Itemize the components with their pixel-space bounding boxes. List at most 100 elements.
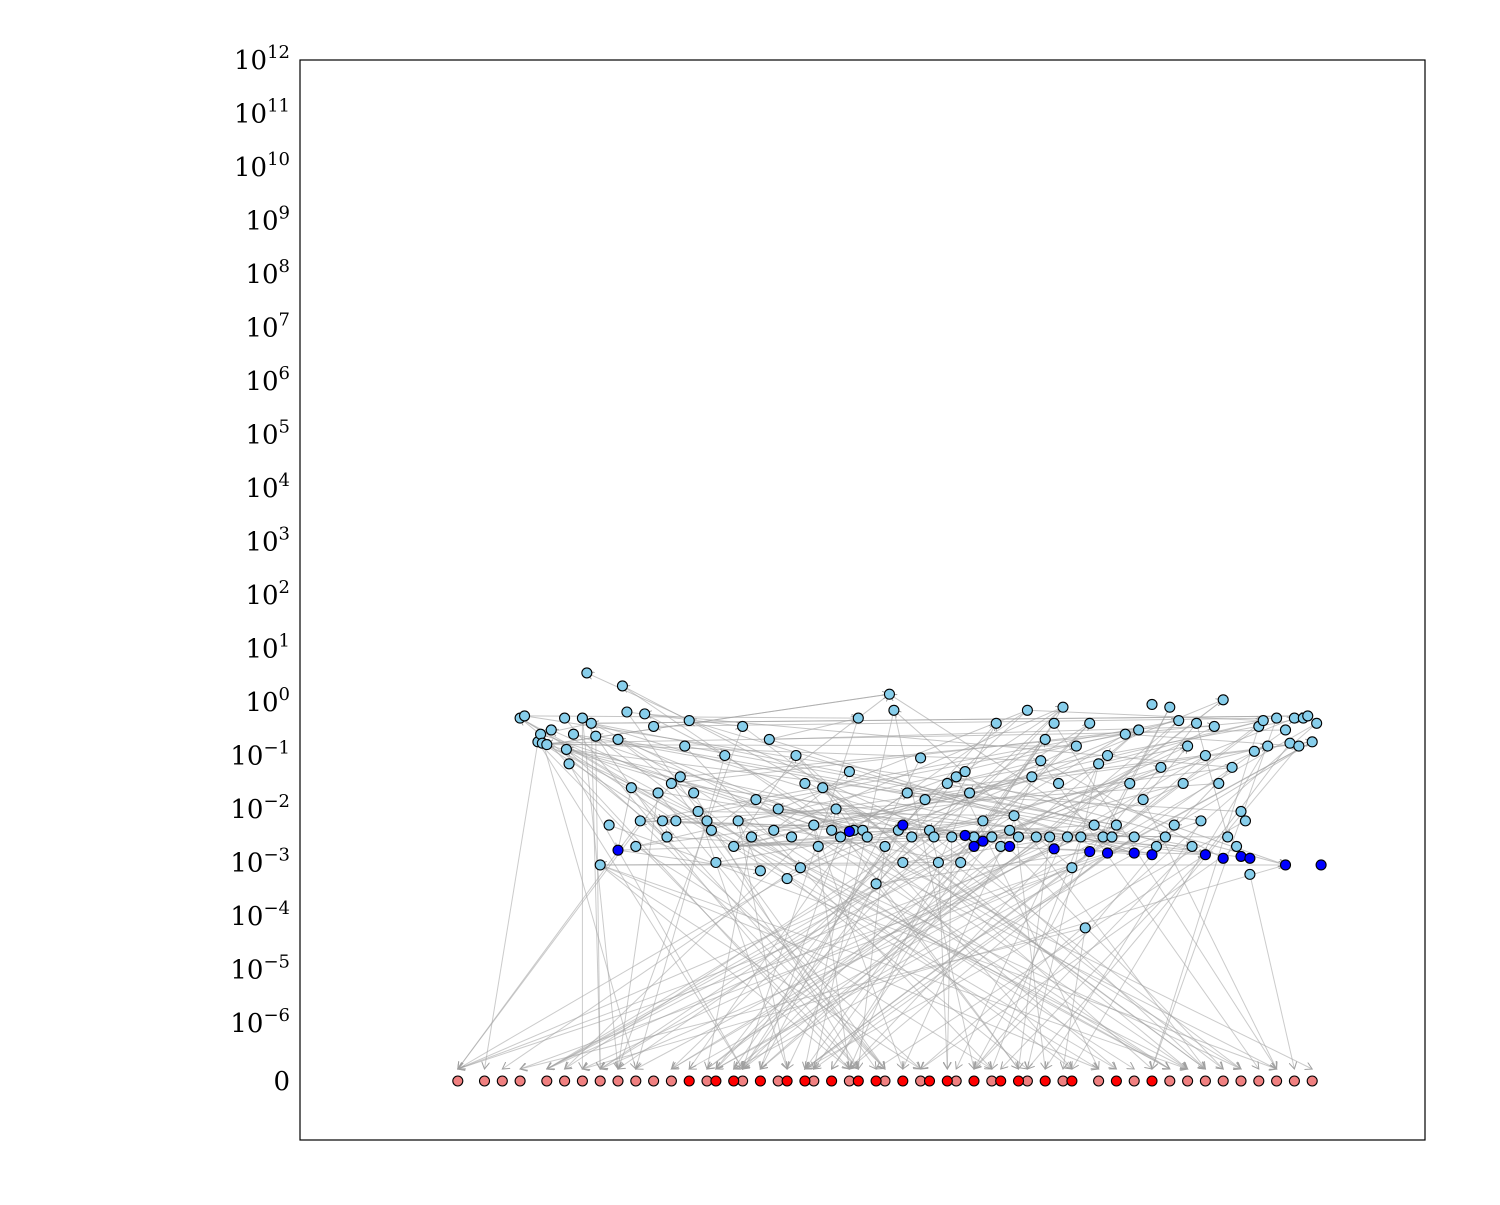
transition-arrow xyxy=(684,745,1117,825)
transition-arrow xyxy=(786,700,1223,880)
plot-frame xyxy=(299,59,1426,1141)
data-point xyxy=(1244,852,1256,864)
data-point xyxy=(1128,847,1140,859)
data-point xyxy=(563,758,575,770)
data-point xyxy=(843,825,855,838)
data-point xyxy=(1164,1075,1176,1087)
data-point xyxy=(661,831,673,843)
data-point xyxy=(1128,1075,1140,1087)
transition-arrow xyxy=(898,829,1187,1069)
data-point xyxy=(1048,843,1060,855)
transition-arrow xyxy=(840,836,1117,1069)
transition-arrow xyxy=(600,883,877,1069)
data-point xyxy=(1061,831,1073,843)
y-tick-label: 106 xyxy=(245,363,290,397)
transition-arrow xyxy=(1067,836,1205,855)
data-point xyxy=(1066,862,1078,874)
data-point xyxy=(1208,720,1220,732)
transition-arrow xyxy=(520,820,1202,1069)
data-point xyxy=(790,749,802,762)
data-point xyxy=(1226,761,1238,773)
transition-arrow xyxy=(760,836,841,1069)
transition-arrow xyxy=(640,721,1178,822)
transition-arrow xyxy=(760,757,922,1069)
data-point xyxy=(879,840,891,852)
transition-arrow xyxy=(693,792,859,1069)
data-point xyxy=(843,766,855,778)
data-point xyxy=(710,856,722,869)
data-point xyxy=(812,840,824,852)
transition-arrow xyxy=(840,836,1313,1069)
data-point xyxy=(986,831,998,843)
data-point xyxy=(1217,852,1229,864)
y-tick-label: 107 xyxy=(245,310,290,344)
transition-arrow xyxy=(1031,776,1286,865)
data-point xyxy=(1093,1075,1105,1087)
transition-arrow xyxy=(1142,746,1188,800)
transition-arrow xyxy=(716,741,1313,1069)
y-tick-label: 109 xyxy=(245,203,290,237)
transition-arrow xyxy=(566,749,920,1069)
data-point xyxy=(1093,758,1105,770)
data-point xyxy=(634,815,646,827)
data-point xyxy=(1137,794,1149,806)
transition-arrow xyxy=(769,718,858,740)
transition-arrow xyxy=(599,864,849,1069)
transition-arrow xyxy=(639,820,885,1069)
transition-arrow xyxy=(618,792,659,1069)
data-point xyxy=(941,1075,953,1087)
transition-arrow xyxy=(907,793,1242,812)
data-point xyxy=(745,831,758,843)
data-point xyxy=(870,878,882,890)
transition-arrow xyxy=(751,836,1170,1069)
transition-arrow xyxy=(618,726,744,1069)
data-point xyxy=(1271,712,1283,724)
y-tick-label: 10−3 xyxy=(230,845,290,879)
transition-arrow xyxy=(1142,799,1277,1069)
data-point xyxy=(732,815,744,827)
transition-arrow xyxy=(542,729,1286,743)
transition-arrow xyxy=(671,729,1139,784)
data-point xyxy=(679,740,691,752)
transition-arrow xyxy=(1013,815,1205,1069)
transition-arrow xyxy=(805,722,1055,1069)
transition-arrow xyxy=(1152,726,1260,1069)
data-point xyxy=(630,1075,642,1087)
data-point xyxy=(768,824,780,836)
transition-arrow xyxy=(596,736,1095,826)
data-point xyxy=(1026,771,1038,783)
data-point xyxy=(621,706,633,718)
data-point xyxy=(1235,850,1247,862)
transition-arrow xyxy=(1152,717,1278,1069)
transition-arrow xyxy=(974,706,1171,1069)
transition-arrow xyxy=(537,741,743,1069)
transition-arrow xyxy=(644,713,725,756)
data-point xyxy=(670,815,682,827)
data-point xyxy=(1257,715,1269,727)
data-point xyxy=(652,787,664,799)
data-point xyxy=(977,815,989,827)
transition-arrow xyxy=(1249,874,1295,1069)
data-point xyxy=(656,815,669,827)
transition-arrow xyxy=(930,706,1064,830)
transition-arrow xyxy=(937,862,947,1070)
transition-arrow xyxy=(1098,721,1264,765)
data-point xyxy=(928,831,940,843)
transition-arrow xyxy=(787,824,904,1069)
data-point xyxy=(897,856,909,869)
transition-arrow xyxy=(458,766,1162,1069)
transition-arrow xyxy=(617,739,1027,1069)
transition-arrow xyxy=(805,720,1264,1069)
data-point xyxy=(692,805,704,817)
transition-arrow xyxy=(519,717,1116,1069)
data-point xyxy=(959,766,971,778)
data-point xyxy=(701,815,713,827)
data-point xyxy=(919,794,931,806)
data-point xyxy=(1004,840,1016,852)
transition-arrow xyxy=(590,723,600,1069)
y-tick-label: 10−4 xyxy=(230,898,290,932)
transition-arrow xyxy=(581,718,618,1069)
transition-arrow xyxy=(737,820,1072,1069)
transition-arrow xyxy=(947,718,1303,784)
